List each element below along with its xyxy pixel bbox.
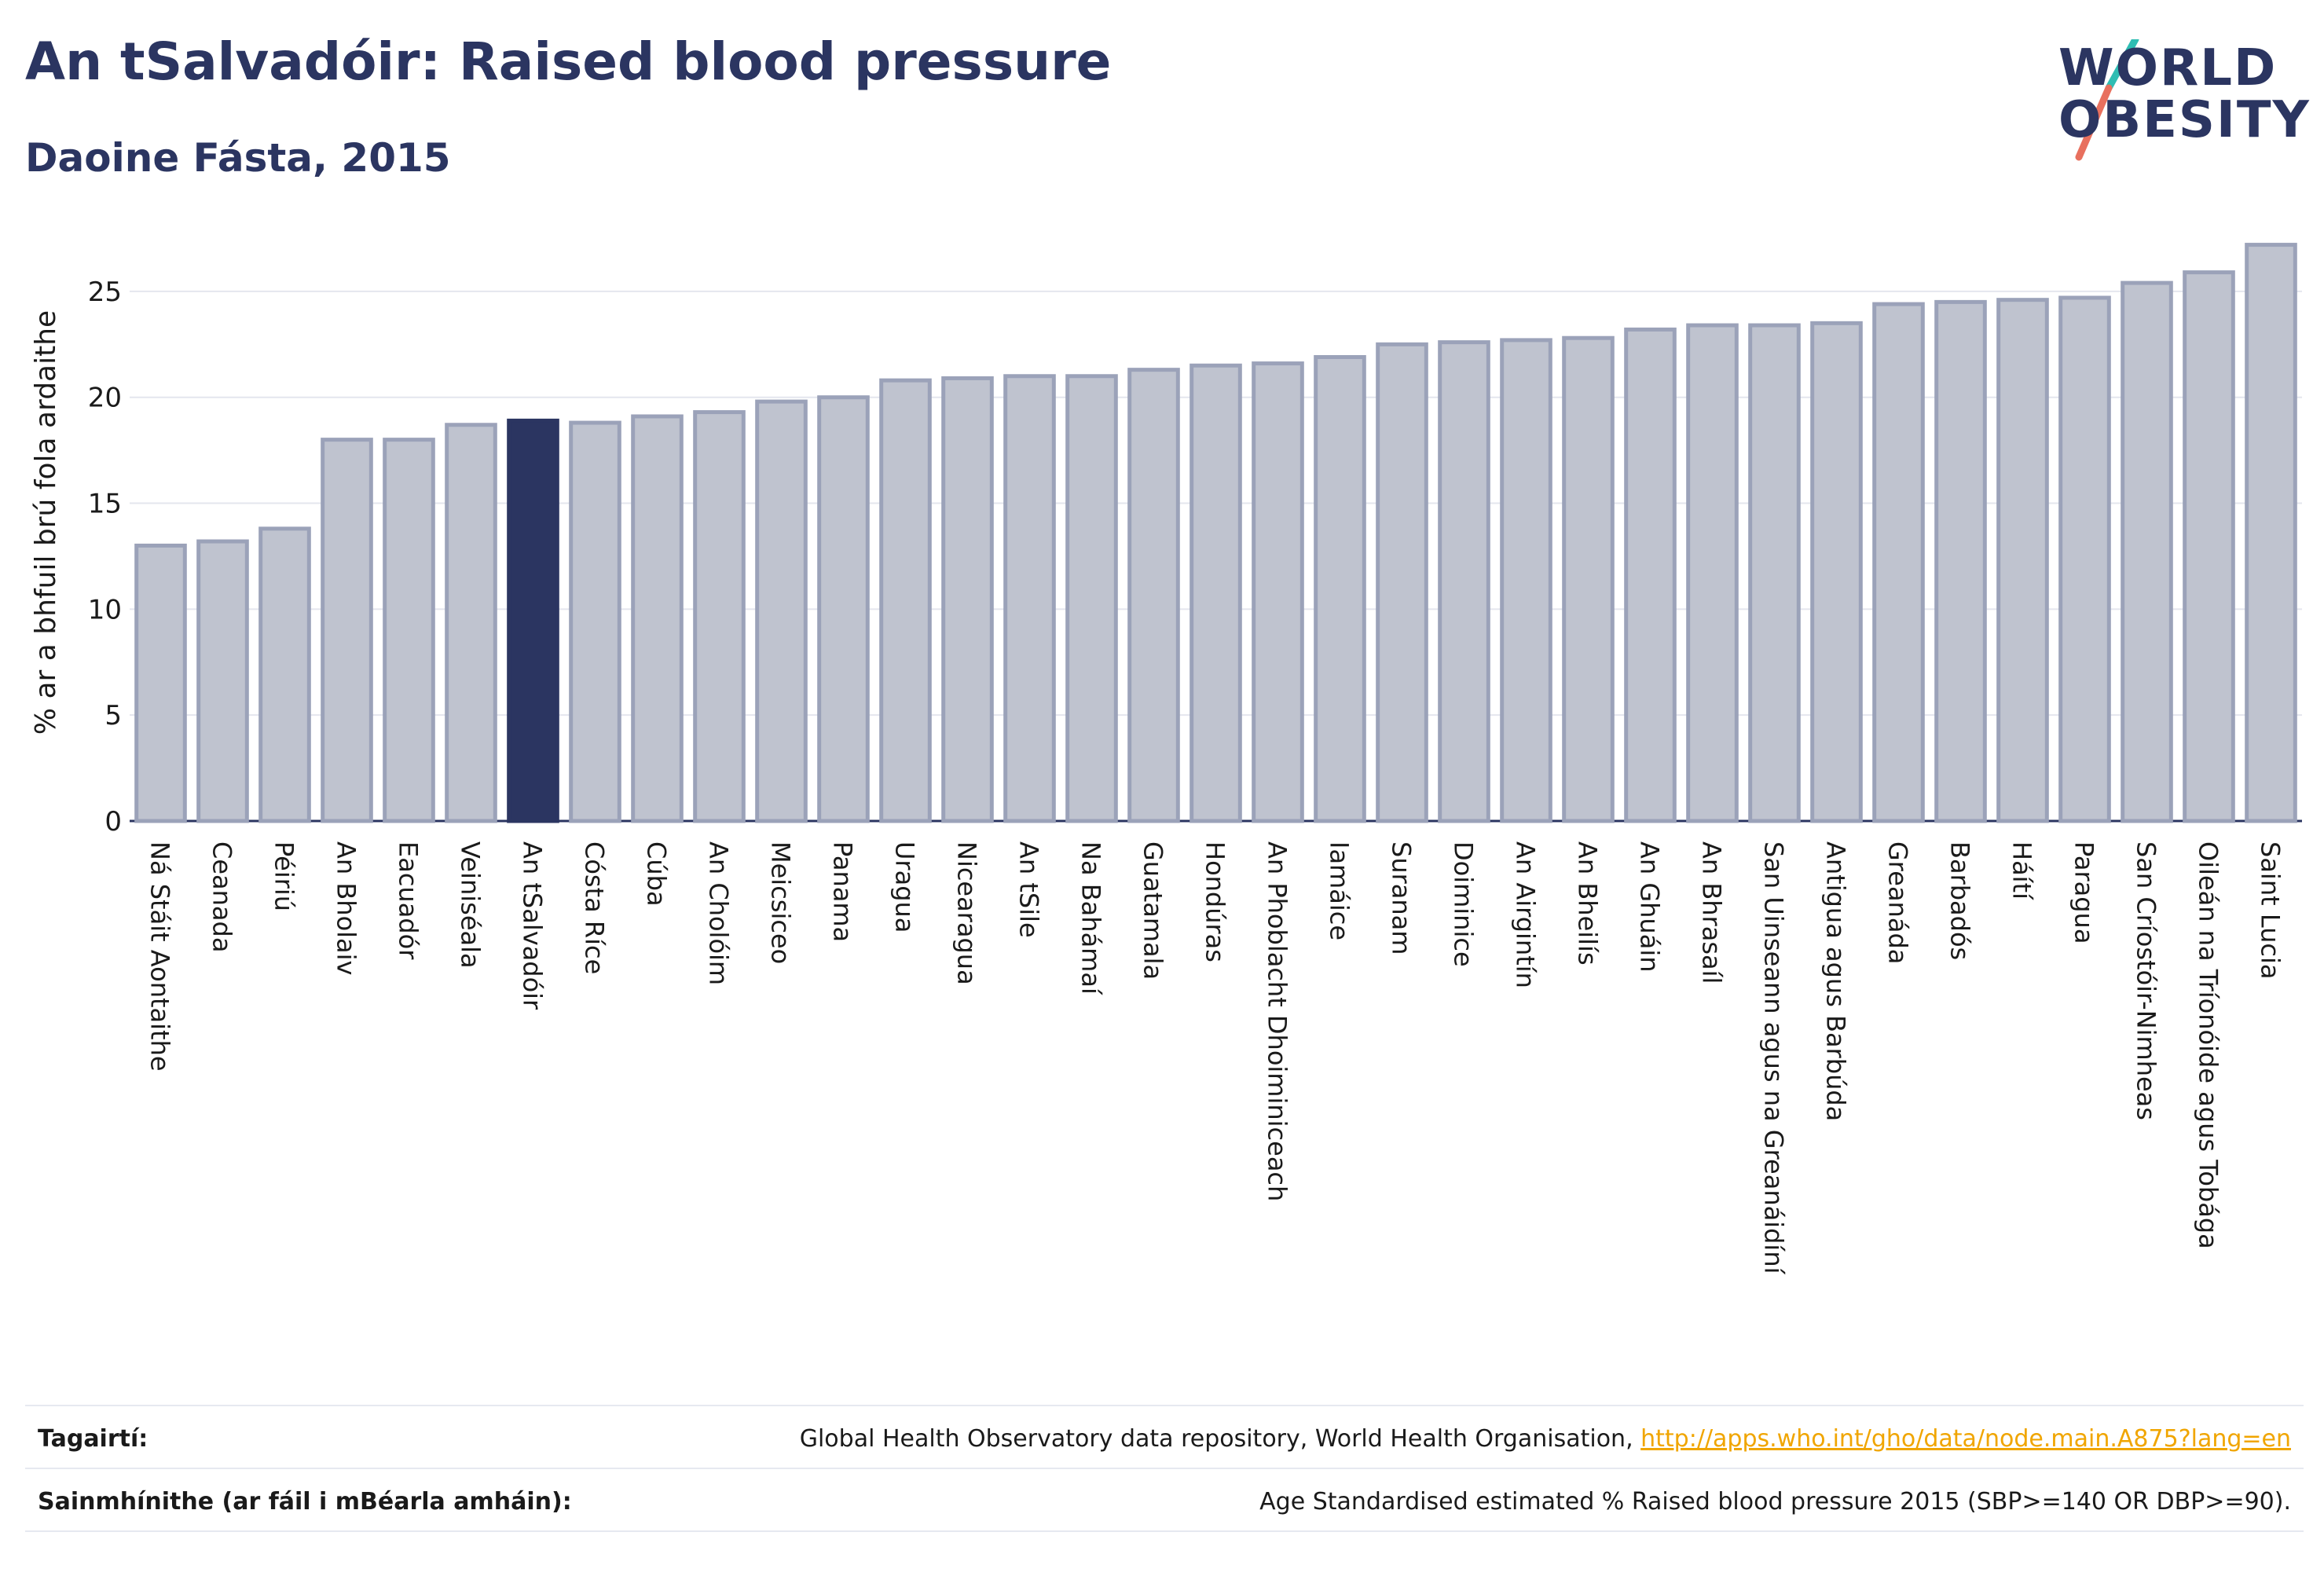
x-tick-label: An Airgintín bbox=[1511, 841, 1541, 988]
x-tick-label: Ná Stáit Aontaithe bbox=[145, 841, 175, 1072]
x-tick-label: Guatamala bbox=[1138, 841, 1168, 980]
bar[interactable] bbox=[196, 539, 249, 823]
footer-references-row: Tagairtí: Global Health Observatory data… bbox=[25, 1405, 2304, 1468]
logo-text-obesity: OBESITY bbox=[2058, 91, 2311, 149]
references-text: Global Health Observatory data repositor… bbox=[799, 1425, 1641, 1453]
x-tick-label: Háítí bbox=[2007, 841, 2037, 900]
bar[interactable] bbox=[1872, 302, 1925, 823]
x-tick-label: An Bheilís bbox=[1573, 841, 1603, 966]
chart-title: An tSalvadóir: Raised blood pressure bbox=[25, 31, 1112, 92]
references-value: Global Health Observatory data repositor… bbox=[800, 1425, 2291, 1453]
x-tick-label: Cúba bbox=[642, 841, 672, 907]
footer-definitions-row: Sainmhínithe (ar fáil i mBéarla amháin):… bbox=[25, 1468, 2304, 1532]
bar[interactable] bbox=[134, 543, 187, 823]
bar[interactable] bbox=[755, 399, 808, 823]
x-tick-label: Panama bbox=[828, 841, 858, 942]
bar[interactable] bbox=[569, 420, 621, 823]
world-obesity-slash-logo-icon bbox=[2075, 39, 2139, 161]
x-axis-labels: Ná Stáit Aontaithe Ceanada Péiriú An Bholai… bbox=[145, 841, 2286, 1275]
bar[interactable] bbox=[1562, 335, 1615, 823]
bar[interactable] bbox=[1748, 323, 1801, 823]
chart-subtitle: Daoine Fásta, 2015 bbox=[25, 135, 451, 181]
x-tick-label: San Uinseann agus na Greanáidíní bbox=[1759, 841, 1789, 1275]
bar[interactable] bbox=[1252, 361, 1304, 823]
bar[interactable] bbox=[879, 378, 932, 823]
bar[interactable] bbox=[1810, 321, 1863, 823]
x-tick-label: Paragua bbox=[2069, 841, 2099, 944]
x-tick-label: Iamáice bbox=[1325, 841, 1354, 940]
x-tick-label: Barbadós bbox=[1945, 841, 1975, 960]
x-tick-label: Na Bahámaí bbox=[1076, 841, 1106, 995]
x-tick-label: Uragua bbox=[890, 841, 920, 933]
y-tick-label: 20 bbox=[88, 383, 122, 414]
bar[interactable] bbox=[1934, 299, 1987, 823]
x-tick-label: Eacuadór bbox=[394, 841, 423, 960]
x-tick-label: San Críostóir-Nimheas bbox=[2132, 841, 2161, 1120]
x-tick-label: Doiminice bbox=[1449, 841, 1479, 967]
x-tick-label: Saint Lucia bbox=[2256, 841, 2286, 979]
y-tick-label: 0 bbox=[104, 806, 122, 837]
x-tick-label: Ceanada bbox=[207, 841, 237, 952]
bar[interactable] bbox=[1314, 354, 1366, 823]
world-obesity-logo[interactable]: WORLD OBESITY bbox=[2043, 39, 2310, 165]
y-tick-label: 25 bbox=[88, 277, 122, 308]
x-tick-label: An tSile bbox=[1014, 841, 1044, 938]
y-tick-label: 5 bbox=[104, 700, 122, 731]
bar[interactable] bbox=[2183, 270, 2235, 823]
bar[interactable] bbox=[817, 395, 870, 823]
definitions-label: Sainmhínithe (ar fáil i mBéarla amháin): bbox=[38, 1488, 572, 1516]
definitions-value: Age Standardised estimated % Raised bloo… bbox=[1259, 1488, 2291, 1516]
x-tick-label: An Cholóim bbox=[704, 841, 734, 985]
x-tick-label: An Ghuáin bbox=[1635, 841, 1665, 972]
x-tick-label: Péiriú bbox=[269, 841, 299, 911]
x-tick-label: Oileán na Tríonóide agus Tobága bbox=[2194, 841, 2223, 1249]
y-axis-label: % ar a bhfuil brú fola ardaithe bbox=[30, 310, 62, 735]
bar[interactable] bbox=[1624, 327, 1677, 823]
bar-highlighted[interactable] bbox=[507, 418, 559, 823]
bars bbox=[134, 243, 2297, 823]
x-tick-label: Cósta Ríce bbox=[580, 841, 610, 974]
bar[interactable] bbox=[1686, 323, 1739, 823]
bar[interactable] bbox=[1376, 342, 1428, 823]
references-label: Tagairtí: bbox=[38, 1425, 148, 1453]
y-tick-label: 10 bbox=[88, 594, 122, 625]
bar[interactable] bbox=[1003, 374, 1056, 823]
bar[interactable] bbox=[1500, 338, 1552, 823]
x-tick-label: Nicearagua bbox=[952, 841, 982, 985]
bar[interactable] bbox=[2058, 295, 2111, 823]
bar[interactable] bbox=[1127, 368, 1180, 823]
bar[interactable] bbox=[631, 414, 684, 823]
x-tick-label: Antigua agus Barbúda bbox=[1821, 841, 1851, 1121]
bar[interactable] bbox=[693, 410, 746, 823]
x-tick-label: An Bholaiv bbox=[332, 841, 361, 975]
bar[interactable] bbox=[321, 438, 373, 823]
bar[interactable] bbox=[445, 423, 497, 823]
bar-chart: 0 5 10 15 20 25 Ná Stáit Aontaithe Ceanada Péir… bbox=[30, 243, 2302, 1275]
references-link[interactable]: http://apps.who.int/gho/data/node.main.A… bbox=[1640, 1425, 2291, 1453]
y-tick-label: 15 bbox=[88, 489, 122, 520]
bar[interactable] bbox=[1996, 298, 2049, 823]
x-tick-label: An Bhrasaíl bbox=[1697, 841, 1727, 984]
bar[interactable] bbox=[258, 526, 311, 823]
y-axis-ticks: 0 5 10 15 20 25 bbox=[88, 277, 122, 837]
x-tick-label: Hondúras bbox=[1200, 841, 1230, 962]
bar[interactable] bbox=[941, 376, 994, 823]
x-tick-label: Meicsiceo bbox=[766, 841, 796, 964]
x-tick-label: Suranam bbox=[1387, 841, 1417, 955]
x-tick-label: Greanáda bbox=[1883, 841, 1913, 964]
x-tick-label: An tSalvadóir bbox=[518, 841, 548, 1010]
bar[interactable] bbox=[383, 438, 435, 823]
x-tick-label: An Phoblacht Dhoiminiceach bbox=[1263, 841, 1292, 1201]
bar[interactable] bbox=[1189, 363, 1242, 823]
bar[interactable] bbox=[2245, 243, 2297, 823]
logo-text-world: WORLD bbox=[2058, 39, 2278, 97]
bar[interactable] bbox=[1438, 340, 1490, 823]
bar[interactable] bbox=[2121, 280, 2173, 823]
bar[interactable] bbox=[1065, 374, 1118, 823]
x-tick-label: Veiniséala bbox=[456, 841, 486, 969]
